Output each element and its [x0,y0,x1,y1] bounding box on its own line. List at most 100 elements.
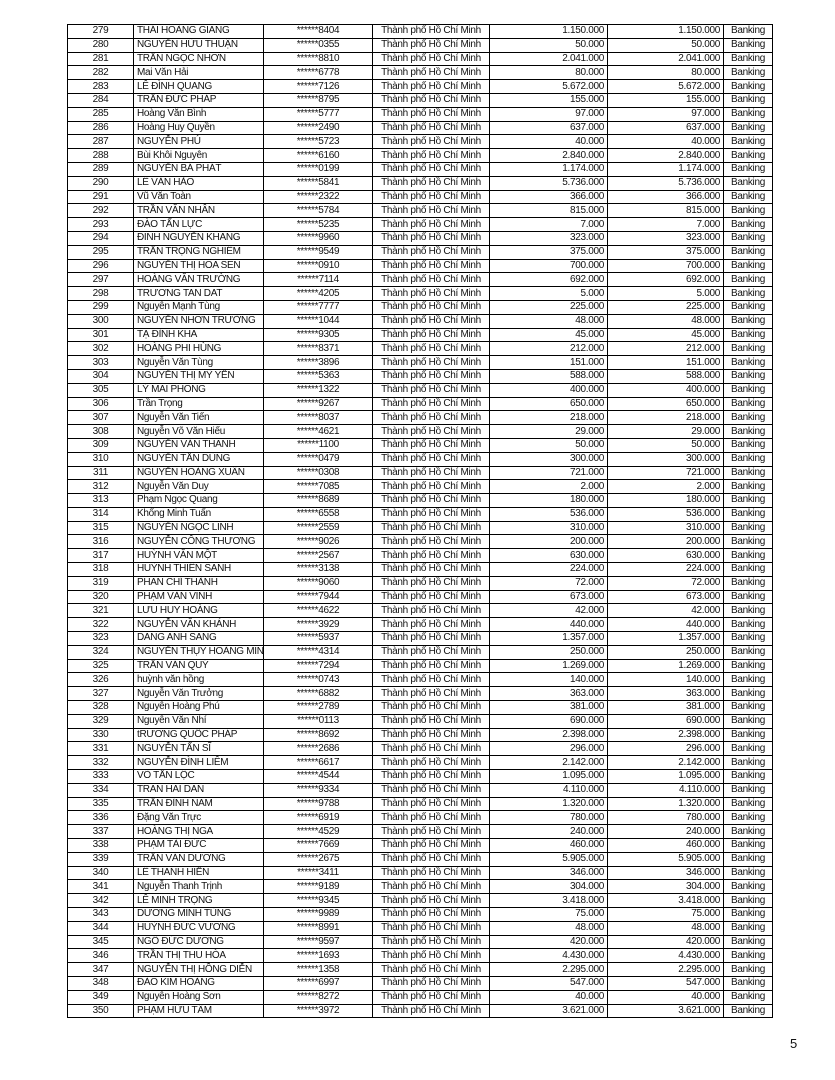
cell-channel: Banking [723,658,773,674]
cell-city: Thành phố Hồ Chí Minh [372,755,490,771]
cell-customer-name: TRẦN VĂN DƯƠNG [133,851,264,867]
cell-account-masked: ******9189 [263,879,373,895]
table-row: 296 NGUYỄN THỊ HOA SEN ******0910 Thành phố… [67,258,773,274]
table-row: 301 TẠ ĐÌNH KHA ******9305 Thành phố Hồ Chí… [67,327,773,343]
cell-row-number: 325 [67,658,134,674]
cell-city: Thành phố Hồ Chí Minh [372,341,490,357]
cell-account-masked: ******8810 [263,51,373,67]
cell-channel: Banking [723,327,773,343]
cell-account-masked: ******3972 [263,1003,373,1019]
cell-channel: Banking [723,368,773,384]
cell-channel: Banking [723,948,773,964]
cell-amount-paid: 547.000 [607,975,724,991]
table-row: 324 NGUYỄN THỤY HOÀNG MIN ******4314 Thành … [67,644,773,660]
table-row: 303 Nguyễn Văn Tùng ******3896 Thành phố Hồ… [67,355,773,370]
cell-amount-paid: 151.000 [607,355,724,370]
cell-city: Thành phố Hồ Chí Minh [372,37,490,53]
cell-city: Thành phố Hồ Chí Minh [372,24,490,39]
table-row: 291 Vũ Văn Toàn ******2322 Thành phố Hồ Chí… [67,189,773,205]
cell-city: Thành phố Hồ Chí Minh [372,506,490,522]
cell-row-number: 279 [67,24,134,39]
cell-row-number: 289 [67,161,134,177]
cell-amount-requested: 5.736.000 [489,175,608,191]
cell-amount-requested: 815.000 [489,203,608,219]
cell-account-masked: ******9026 [263,534,373,550]
cell-row-number: 301 [67,327,134,343]
cell-amount-requested: 296.000 [489,741,608,757]
cell-city: Thành phố Hồ Chí Minh [372,134,490,150]
cell-row-number: 303 [67,355,134,370]
cell-city: Thành phố Hồ Chí Minh [372,617,490,633]
cell-account-masked: ******2789 [263,700,373,715]
cell-row-number: 331 [67,741,134,757]
cell-row-number: 326 [67,672,134,688]
cell-row-number: 285 [67,106,134,122]
cell-channel: Banking [723,769,773,784]
table-row: 327 Nguyễn Văn Trưởng ******6882 Thành phố … [67,686,773,702]
cell-customer-name: HOÀNG THỊ NGA [133,824,264,840]
cell-account-masked: ******4621 [263,424,373,439]
cell-amount-requested: 50.000 [489,37,608,53]
cell-amount-paid: 673.000 [607,589,724,605]
cell-customer-name: LÊ VĂN HẢO [133,175,264,191]
cell-row-number: 315 [67,520,134,536]
cell-channel: Banking [723,51,773,67]
cell-customer-name: Bùi Khôi Nguyên [133,148,264,163]
cell-row-number: 341 [67,879,134,895]
cell-amount-requested: 155.000 [489,92,608,108]
cell-city: Thành phố Hồ Chí Minh [372,368,490,384]
cell-amount-requested: 304.000 [489,879,608,895]
cell-city: Thành phố Hồ Chí Minh [372,258,490,274]
cell-amount-paid: 97.000 [607,106,724,122]
cell-city: Thành phố Hồ Chí Minh [372,672,490,688]
cell-channel: Banking [723,341,773,357]
cell-amount-paid: 48.000 [607,920,724,936]
cell-customer-name: TRẦN ĐỨC PHÁP [133,92,264,108]
cell-customer-name: Nguyễn Văn Tiến [133,410,264,426]
table-row: 288 Bùi Khôi Nguyên ******6160 Thành phố Hồ… [67,148,773,163]
cell-amount-requested: 45.000 [489,327,608,343]
cell-city: Thành phố Hồ Chí Minh [372,575,490,591]
cell-customer-name: ĐINH NGUYỄN KHANG [133,230,264,246]
cell-city: Thành phố Hồ Chí Minh [372,465,490,481]
table-row: 307 Nguyễn Văn Tiến ******8037 Thành phố Hồ… [67,410,773,426]
cell-channel: Banking [723,534,773,550]
cell-amount-requested: 5.000 [489,286,608,301]
cell-account-masked: ******7085 [263,479,373,495]
cell-customer-name: LÊ ĐÌNH QUANG [133,79,264,94]
cell-channel: Banking [723,382,773,398]
cell-city: Thành phố Hồ Chí Minh [372,713,490,729]
cell-amount-requested: 29.000 [489,424,608,439]
cell-amount-paid: 721.000 [607,465,724,481]
cell-customer-name: PHẠM HỮU TÂM [133,1003,264,1019]
cell-channel: Banking [723,37,773,53]
cell-account-masked: ******3896 [263,355,373,370]
table-row: 297 HOÀNG VĂN TRƯỜNG ******7114 Thành phố H… [67,272,773,288]
cell-account-masked: ******9597 [263,934,373,950]
cell-customer-name: LÊ THANH HIỀN [133,865,264,881]
cell-city: Thành phố Hồ Chí Minh [372,741,490,757]
cell-city: Thành phố Hồ Chí Minh [372,327,490,343]
cell-amount-paid: 2.142.000 [607,755,724,771]
table-row: 311 NGUYỄN HOÀNG XUÂN ******0308 Thành phố … [67,465,773,481]
cell-channel: Banking [723,562,773,577]
cell-amount-paid: 50.000 [607,437,724,453]
cell-city: Thành phố Hồ Chí Minh [372,562,490,577]
table-row: 285 Hoàng Văn Bình ******5777 Thành phố Hồ … [67,106,773,122]
cell-amount-requested: 5.672.000 [489,79,608,94]
cell-customer-name: LƯU HUY HOÀNG [133,603,264,619]
cell-amount-paid: 140.000 [607,672,724,688]
cell-city: Thành phố Hồ Chí Minh [372,700,490,715]
cell-account-masked: ******2322 [263,189,373,205]
cell-row-number: 287 [67,134,134,150]
cell-account-masked: ******0743 [263,672,373,688]
cell-channel: Banking [723,755,773,771]
cell-amount-paid: 690.000 [607,713,724,729]
cell-city: Thành phố Hồ Chí Minh [372,230,490,246]
cell-city: Thành phố Hồ Chí Minh [372,534,490,550]
cell-amount-requested: 240.000 [489,824,608,840]
cell-channel: Banking [723,796,773,812]
cell-channel: Banking [723,134,773,150]
cell-amount-requested: 440.000 [489,617,608,633]
cell-amount-requested: 700.000 [489,258,608,274]
